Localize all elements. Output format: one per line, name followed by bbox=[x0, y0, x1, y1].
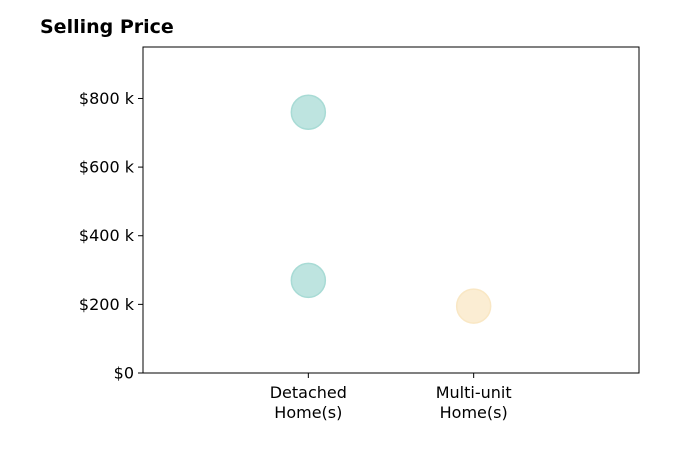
data-point bbox=[290, 262, 327, 299]
y-tick-label: $400 k bbox=[79, 226, 135, 245]
x-tick-label: Multi-unit bbox=[436, 383, 512, 402]
data-point bbox=[290, 94, 327, 130]
data-point bbox=[455, 288, 492, 324]
chart-title: Selling Price bbox=[40, 16, 174, 38]
x-tick-label: Detached bbox=[270, 383, 347, 402]
y-axis: $0 $200 k $400 k $600 k $800 k bbox=[79, 89, 143, 383]
y-tick-label: $0 bbox=[114, 364, 134, 383]
data-points bbox=[290, 94, 492, 324]
x-tick-label: Home(s) bbox=[274, 403, 342, 422]
y-tick-label: $600 k bbox=[79, 158, 135, 177]
plot-frame bbox=[142, 46, 640, 374]
y-tick-label: $200 k bbox=[79, 295, 135, 314]
x-tick-label: Home(s) bbox=[440, 403, 508, 422]
y-tick-label: $800 k bbox=[79, 89, 135, 108]
